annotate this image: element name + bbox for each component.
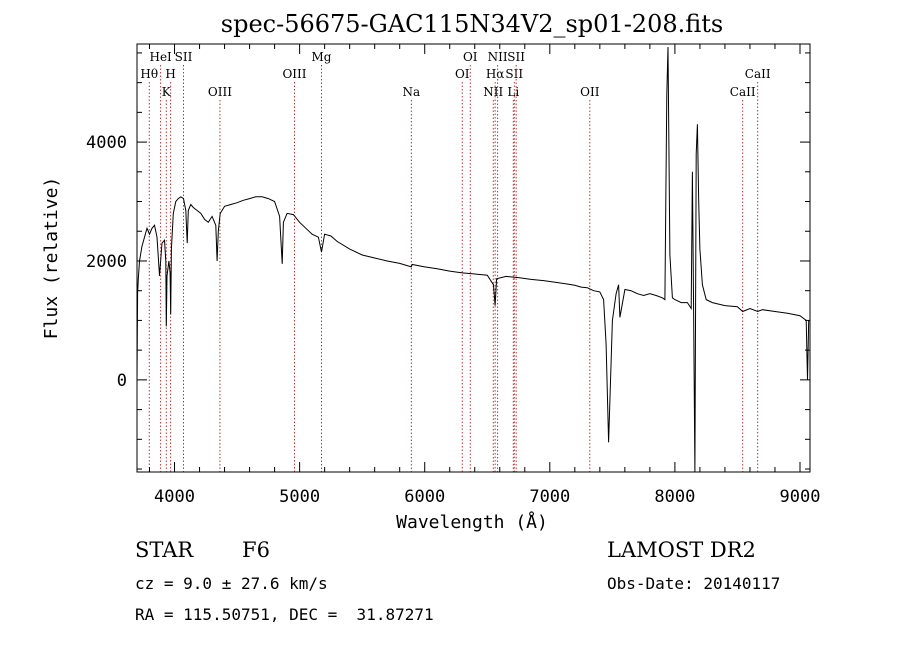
spectral-line-label: Na — [403, 85, 421, 99]
y-tick-label: 0 — [117, 371, 127, 391]
chart-title: spec-56675-GAC115N34V2_sp01-208.fits — [221, 10, 723, 38]
spectral-line-label: NII — [488, 50, 508, 64]
x-tick-label: 5000 — [279, 487, 320, 507]
spectrum-series-line — [136, 46, 810, 473]
y-tick-label: 4000 — [86, 133, 127, 153]
y-tick-label: 2000 — [86, 252, 127, 272]
y-axis-ticks: 0 2000 4000 — [86, 52, 810, 470]
spectral-line-label: OIII — [208, 85, 232, 99]
object-type: STAR — [135, 538, 194, 562]
x-axis-ticks: 4000 5000 6000 7000 8000 9000 — [149, 44, 821, 507]
spectral-line-label: SII — [505, 67, 523, 81]
x-tick-label: 8000 — [654, 487, 695, 507]
x-tick-label: 6000 — [404, 487, 445, 507]
x-tick-label: 9000 — [780, 487, 821, 507]
spectral-line-markers: HθHeIKHSIIOIIIOIIIMgNaOIOINIIHαNIILiSIIS… — [140, 50, 771, 472]
y-axis-label: Flux (relative) — [41, 177, 62, 340]
spectral-type: F6 — [242, 538, 270, 562]
spectral-line-label: Mg — [312, 50, 332, 64]
coordinates: RA = 115.50751, DEC = 31.87271 — [135, 605, 434, 624]
x-axis-label: Wavelength (Å) — [396, 511, 548, 533]
redshift-value: cz = 9.0 ± 27.6 km/s — [135, 574, 328, 593]
spectral-line-label: OIII — [282, 67, 306, 81]
plot-frame — [136, 43, 811, 473]
spectral-line-label: H — [165, 67, 175, 81]
spectral-line-label: Hα — [486, 67, 505, 81]
x-tick-label: 7000 — [529, 487, 570, 507]
spectral-line-label: SII — [175, 50, 193, 64]
survey-name: LAMOST DR2 — [607, 538, 756, 562]
spectral-line-label: OII — [580, 85, 600, 99]
spectral-line-label: HeI — [149, 50, 172, 64]
spectral-line-label: SII — [507, 50, 525, 64]
observation-date: Obs-Date: 20140117 — [607, 574, 781, 593]
spectral-line-label: Li — [507, 85, 519, 99]
spectral-line-label: CaII — [745, 67, 771, 81]
spectral-line-label: OI — [463, 50, 478, 64]
spectral-line-label: OI — [455, 67, 470, 81]
spectral-line-label: CaII — [730, 85, 756, 99]
spectral-line-label: Hθ — [140, 67, 158, 81]
x-tick-label: 4000 — [154, 487, 195, 507]
spectral-line-label: NII — [483, 85, 503, 99]
spectral-line-label: K — [162, 85, 172, 99]
